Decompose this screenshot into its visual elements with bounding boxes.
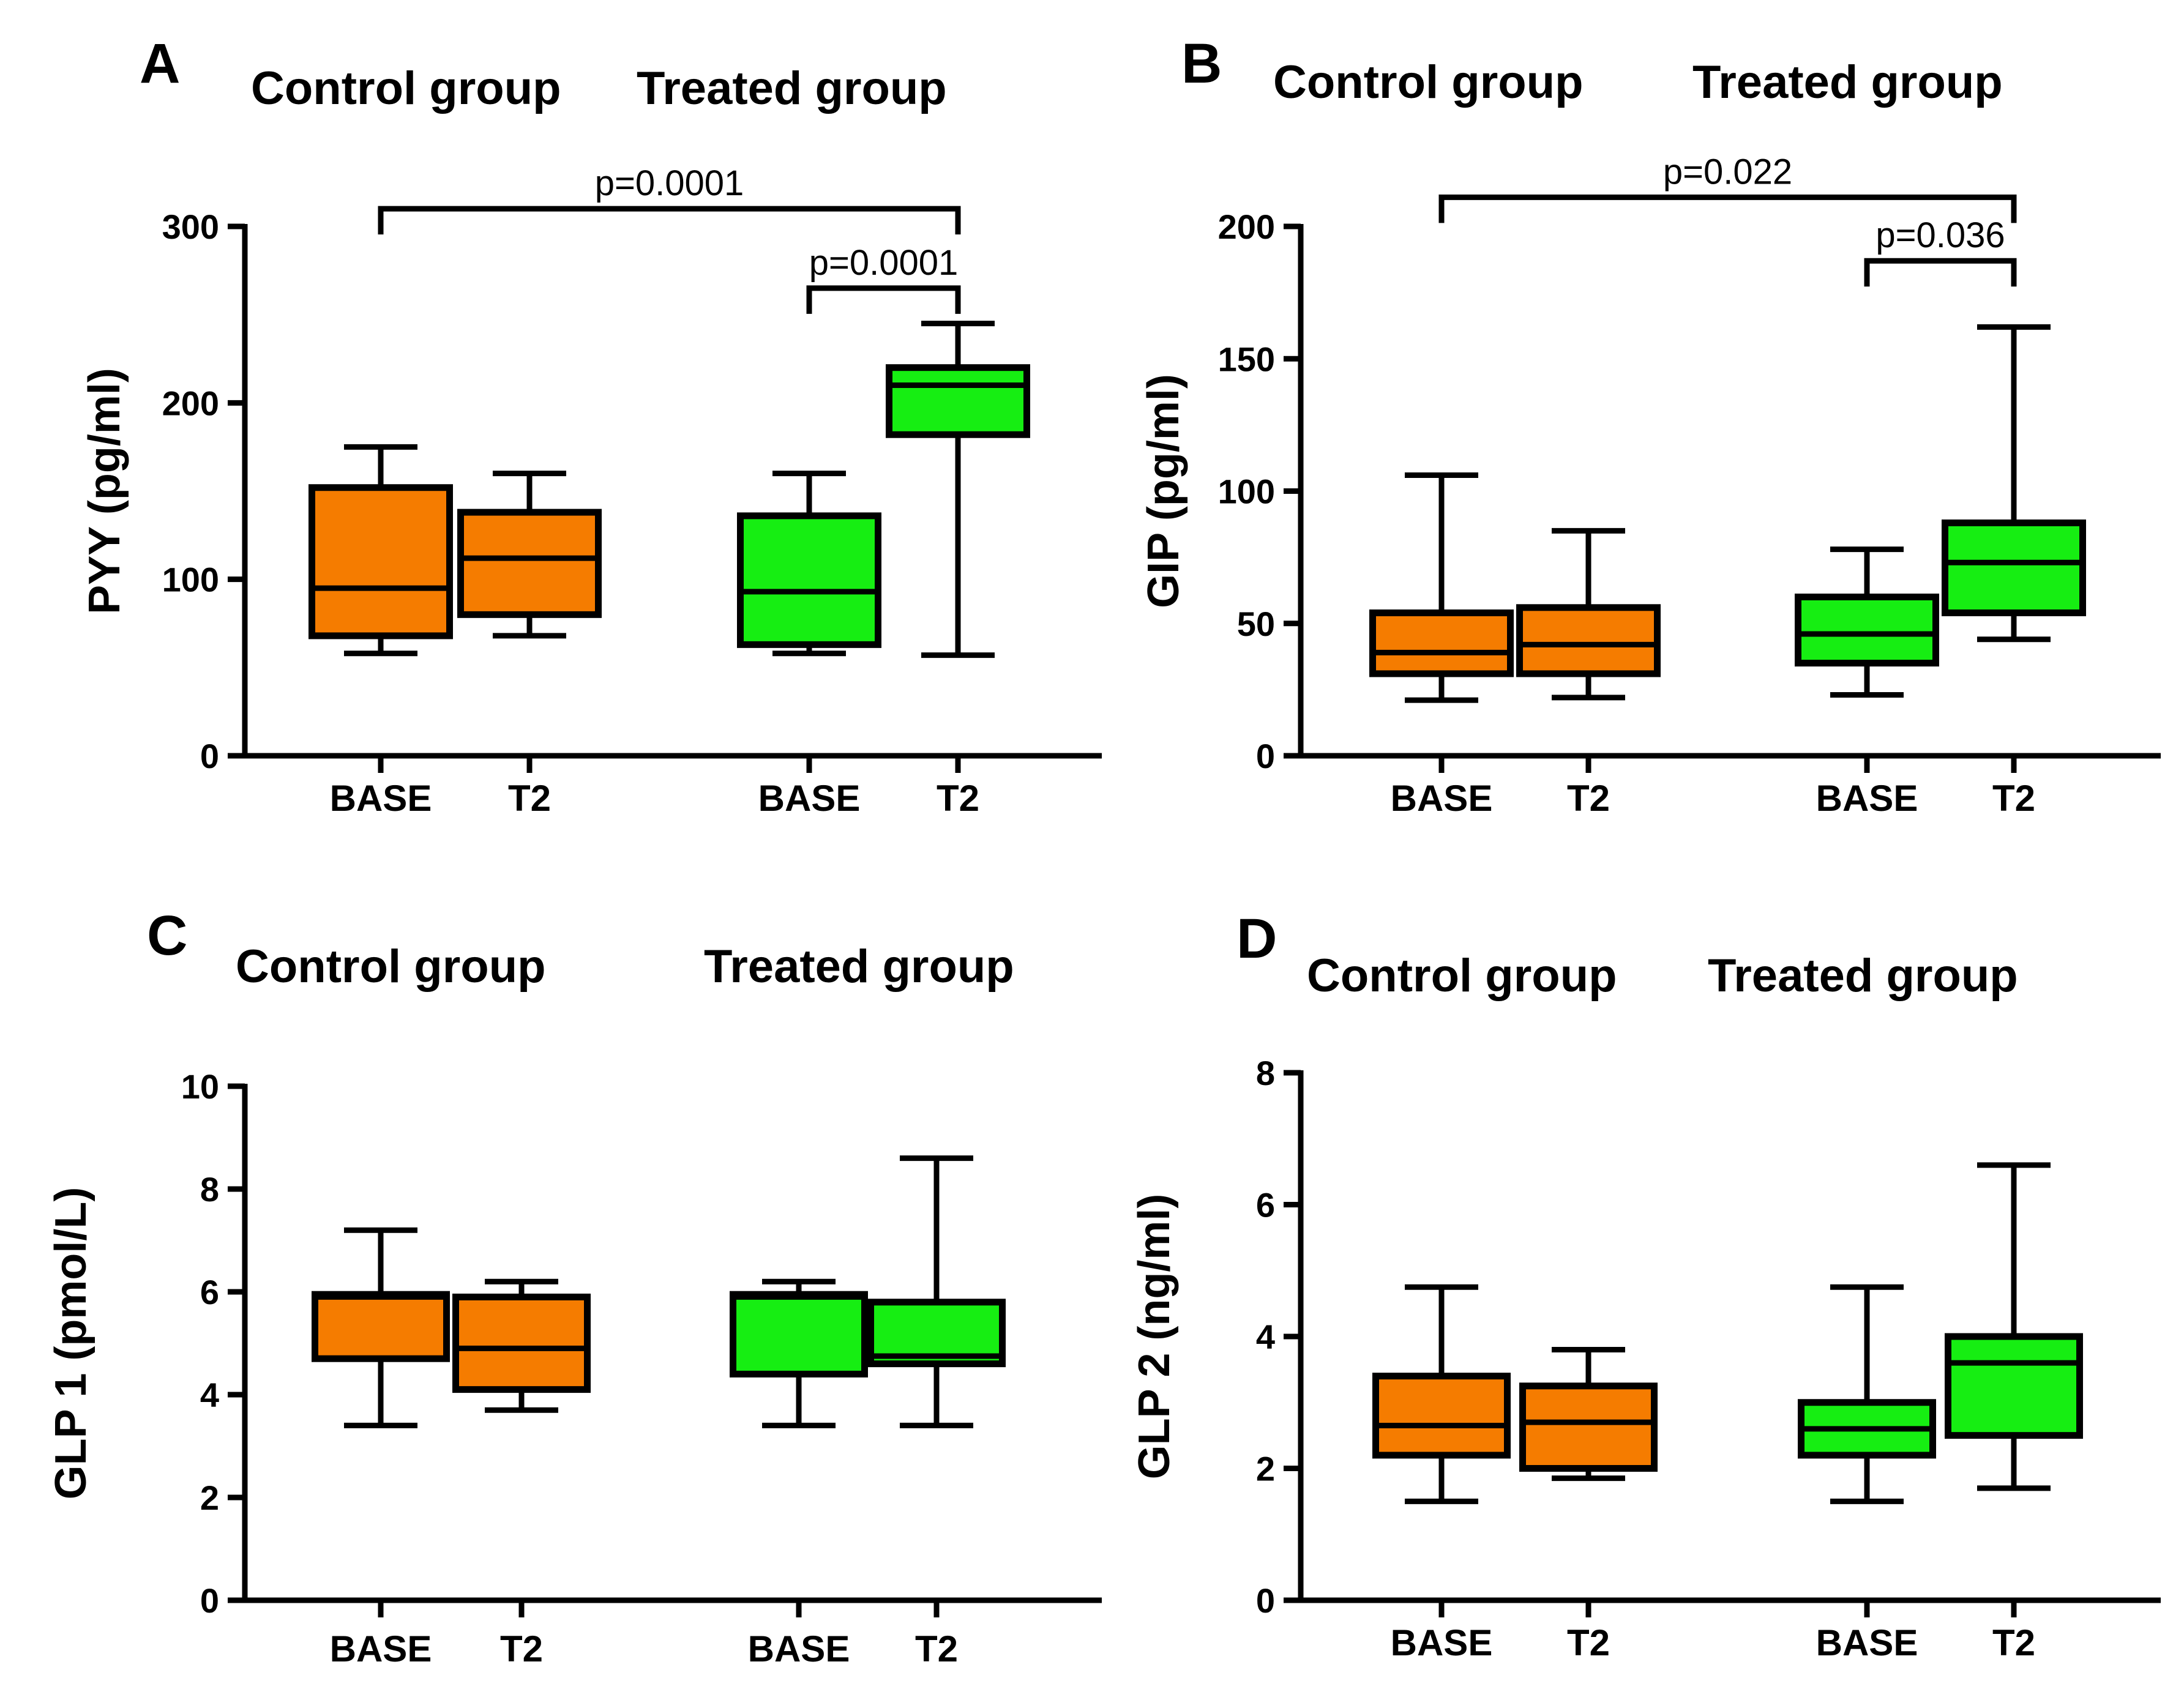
y-axis-label: GLP 2 (ng/ml) [1130, 1194, 1179, 1480]
y-tick-label: 0 [1256, 737, 1275, 775]
x-tick-label: BASE [1391, 778, 1493, 819]
y-tick-label: 2 [200, 1478, 219, 1517]
y-tick-label: 300 [162, 207, 219, 246]
panel-letter: C [147, 904, 187, 967]
box [886, 364, 1030, 438]
x-tick-label: BASE [1816, 1622, 1918, 1663]
x-tick-label: BASE [748, 1628, 850, 1669]
panel-d: D Control group Treated group 0 2 4 6 8 GLP 2… [1130, 908, 2161, 1663]
x-tick-label: BASE [1391, 1622, 1493, 1663]
significance-label: p=0.036 [1875, 215, 2005, 255]
plot-area: 0 50 100 150 200 GIP (pg/ml) BASE T2 BASE T2 p=0.0… [1139, 152, 2161, 819]
significance-label: p=0.0001 [809, 243, 959, 283]
x-tick-label: T2 [1567, 778, 1610, 819]
group-title-treated: Treated group [1708, 950, 2018, 1002]
box [1372, 1373, 1511, 1459]
y-tick-label: 8 [1256, 1054, 1275, 1092]
y-axis-label: GLP 1 (pmol/L) [47, 1187, 95, 1500]
box [1516, 604, 1661, 677]
group-title-control: Control group [1273, 56, 1584, 108]
y-tick-label: 2 [1256, 1450, 1275, 1488]
y-tick-label: 50 [1237, 605, 1275, 643]
significance-bracket [806, 285, 961, 314]
box [1369, 609, 1514, 677]
y-tick-label: 100 [162, 561, 219, 599]
significance-bracket [1864, 258, 2017, 287]
y-tick-label: 200 [1218, 207, 1275, 246]
panel-letter: A [140, 32, 180, 95]
y-axis-label: PYY (pg/ml) [80, 368, 129, 614]
group-title-control: Control group [1307, 950, 1617, 1002]
panel-letter: D [1236, 908, 1277, 970]
y-tick-label: 10 [181, 1067, 219, 1106]
box [1519, 1382, 1658, 1472]
box [309, 484, 453, 639]
box [452, 1293, 591, 1393]
y-tick-label: 100 [1218, 472, 1275, 511]
y-tick-label: 150 [1218, 340, 1275, 378]
significance-label: p=0.0001 [595, 163, 744, 203]
y-tick-label: 8 [200, 1170, 219, 1209]
box [457, 509, 602, 618]
y-tick-label: 6 [200, 1273, 219, 1311]
group-title-control: Control group [236, 941, 546, 993]
group-title-treated: Treated group [1692, 56, 2003, 108]
panel-a: A Control group Treated group 0 100 200 300… [80, 32, 1102, 819]
x-tick-label: T2 [1567, 1622, 1610, 1663]
x-tick-label: T2 [508, 778, 551, 819]
box [312, 1291, 450, 1362]
box [1795, 594, 1939, 667]
x-tick-label: T2 [500, 1628, 543, 1669]
y-tick-label: 4 [1256, 1318, 1275, 1356]
box [1945, 1333, 2083, 1439]
y-tick-label: 0 [1256, 1581, 1275, 1620]
y-tick-label: 200 [162, 384, 219, 422]
y-tick-label: 0 [200, 1581, 219, 1620]
plot-area: 0 2 4 6 8 10 GLP 1 (pmol/L) BASE T2 BASE T2 [47, 1067, 1102, 1669]
y-tick-label: 6 [1256, 1186, 1275, 1225]
x-tick-label: T2 [1992, 778, 2035, 819]
x-tick-label: BASE [758, 778, 861, 819]
significance-label: p=0.022 [1663, 152, 1792, 192]
panel-c: C Control group Treated group 0 2 4 6 8 10 GLP… [47, 904, 1102, 1669]
box [737, 512, 881, 648]
x-tick-label: BASE [330, 778, 432, 819]
y-tick-label: 4 [200, 1376, 219, 1414]
group-title-control: Control group [251, 62, 561, 114]
panel-letter: B [1181, 32, 1222, 95]
plot-area: 0 100 200 300 PYY (pg/ml) BASE T2 BASE T2 p=0.000… [80, 163, 1102, 819]
significance-bracket [1438, 194, 2017, 223]
x-tick-label: T2 [937, 778, 979, 819]
box [730, 1291, 868, 1378]
box [1942, 519, 2086, 616]
significance-bracket [378, 206, 961, 235]
y-tick-label: 0 [200, 737, 219, 775]
group-title-treated: Treated group [637, 62, 947, 114]
x-tick-label: BASE [1816, 778, 1918, 819]
panel-b: B Control group Treated group 0 50 100 150 2… [1139, 32, 2161, 819]
x-tick-label: T2 [1992, 1622, 2035, 1663]
y-axis-label: GIP (pg/ml) [1139, 374, 1188, 608]
plot-area: 0 2 4 6 8 GLP 2 (ng/ml) BASE T2 BASE T2 [1130, 1054, 2161, 1663]
group-title-treated: Treated group [704, 941, 1014, 993]
x-tick-label: BASE [330, 1628, 432, 1669]
x-tick-label: T2 [915, 1628, 958, 1669]
